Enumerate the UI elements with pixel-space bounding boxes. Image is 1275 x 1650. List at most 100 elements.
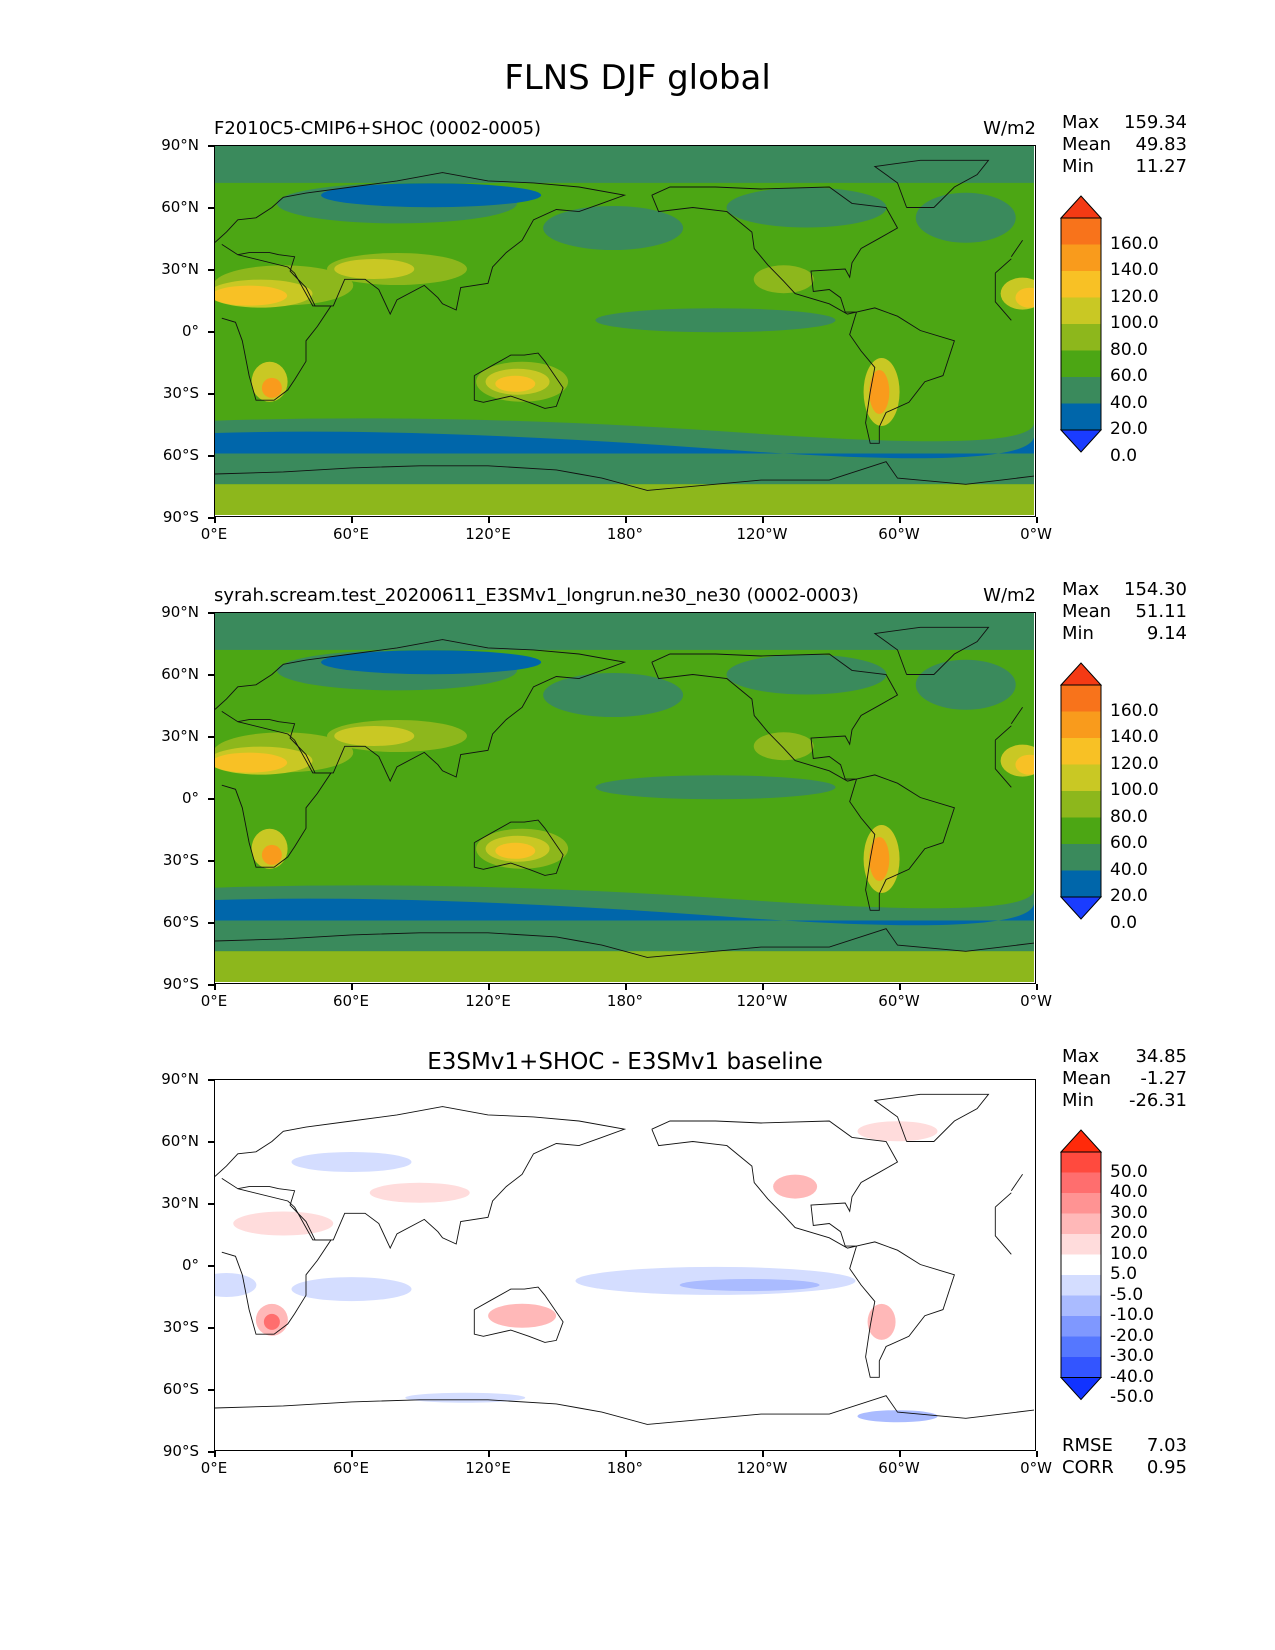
colorbar: 50.0 40.0 30.0 20.0 10.0 5.0 -5.0 -10.0 -20.0 -30…: [1059, 1129, 1154, 1407]
lon-tick-label: 120°W: [736, 1459, 788, 1477]
lon-tick: [1036, 984, 1038, 990]
lon-tick: [762, 1451, 764, 1457]
lat-tick: [208, 1141, 214, 1143]
colorbar: 160.0 140.0 120.0 100.0 80.0 60.0 40.0 20.0 0.0: [1059, 195, 1159, 466]
coastline: [651, 1120, 899, 1249]
lon-tick: [214, 984, 216, 990]
lat-tick-label: 60°N: [161, 198, 199, 216]
band-arctic: [215, 613, 1034, 650]
colorbar-extend-min: [1059, 429, 1103, 453]
stat-min: Min -26.31: [1062, 1090, 1187, 1111]
colorbar-segment: [1061, 764, 1101, 792]
lat-tick: [208, 269, 214, 271]
australia-pos: [488, 1303, 557, 1328]
panel-units: W/m2: [983, 118, 1036, 139]
lon-tick-label: 60°E: [332, 525, 370, 543]
lat-tick: [208, 1451, 214, 1453]
eurasia-neg: [291, 1152, 412, 1172]
south-africa-high: [261, 844, 282, 865]
lon-tick-label: 0°E: [200, 992, 228, 1010]
colorbar-extend-max: [1059, 195, 1103, 219]
colorbar-tick-label: 80.0: [1110, 339, 1148, 360]
colorbar-segment: [1061, 271, 1101, 298]
lon-tick-label: 180°: [606, 992, 644, 1010]
lat-tick-label: 30°S: [162, 1318, 199, 1336]
coastline: [221, 254, 1012, 401]
map-field: [215, 146, 1034, 515]
lat-tick-label: 0°: [181, 322, 199, 340]
lat-tick: [208, 612, 214, 614]
colorbar-tick-label: 80.0: [1110, 806, 1148, 827]
lon-tick-label: 0°W: [1020, 1459, 1052, 1477]
colorbar-outline: [1060, 684, 1102, 898]
colorbar-tick-label: 20.0: [1110, 886, 1148, 906]
stat-max: Max 34.85: [1062, 1046, 1187, 1067]
colorbar-outline: [1060, 1151, 1102, 1378]
lat-tick: [208, 674, 214, 676]
colorbar-segment: [1061, 1172, 1101, 1194]
lon-tick: [762, 984, 764, 990]
southern-ocean-low: [215, 898, 1034, 926]
lat-tick-label: 0°: [181, 1256, 199, 1274]
lat-tick: [208, 922, 214, 924]
lon-tick-label: 60°E: [332, 1459, 370, 1477]
west-sahara-high: [1015, 287, 1034, 308]
north-atlantic-mid: [915, 659, 1016, 710]
lon-tick: [899, 1451, 901, 1457]
west-sahara-high: [1015, 754, 1034, 775]
coastline: [473, 352, 564, 409]
lon-tick: [351, 1451, 353, 1457]
lat-tick-label: 30°S: [162, 384, 199, 402]
colorbar-tick-label: -20.0: [1110, 1325, 1154, 1346]
coastline: [473, 819, 564, 876]
sahara-pos: [233, 1211, 334, 1236]
lat-tick-label: 90°N: [161, 136, 199, 154]
map-area: [214, 1079, 1036, 1451]
lon-tick-label: 0°W: [1020, 992, 1052, 1010]
lon-tick: [625, 517, 627, 523]
southern-ocean-low: [215, 431, 1034, 459]
colorbar-segment: [1061, 1316, 1101, 1337]
pacific-neg-strong: [679, 1279, 820, 1291]
stat-corr: CORR 0.95: [1062, 1457, 1187, 1478]
colorbar-segment: [1061, 738, 1101, 765]
stat-mean: Mean 49.83: [1062, 134, 1187, 155]
lat-tick: [208, 517, 214, 519]
siberia-low: [321, 183, 542, 208]
lat-tick-label: 90°S: [162, 508, 199, 526]
colorbar-tick-label: 0.0: [1110, 445, 1138, 466]
lat-tick-label: 60°S: [162, 446, 199, 464]
colorbar-segment: [1061, 244, 1101, 272]
contour-fill: [215, 146, 1034, 515]
lat-tick-label: 30°S: [162, 851, 199, 869]
lat-tick-label: 60°S: [162, 1380, 199, 1398]
argentina-pos: [867, 1303, 896, 1340]
lat-tick: [208, 798, 214, 800]
sahara-high: [215, 752, 288, 773]
lon-tick-label: 120°E: [465, 992, 511, 1010]
colorbar-segment: [1061, 1234, 1101, 1255]
map-field: [215, 1080, 1034, 1449]
panel-model-shoc: F2010C5-CMIP6+SHOC (0002-0005) W/m2 Max 1…: [0, 112, 1275, 588]
lon-tick-label: 120°E: [465, 1459, 511, 1477]
colorbar-outline: [1060, 217, 1102, 431]
colorbar-segment: [1061, 844, 1101, 871]
band-antarctic: [215, 484, 1034, 515]
coastline: [849, 307, 955, 444]
siberia-low: [321, 650, 542, 675]
colorbar-segment: [1061, 711, 1101, 739]
colorbar-extend-max: [1059, 1129, 1103, 1153]
lat-tick: [208, 331, 214, 333]
argentina-high: [869, 370, 890, 414]
lon-tick: [625, 1451, 627, 1457]
lon-tick: [214, 517, 216, 523]
coastlines: [215, 1093, 1034, 1425]
australia-high: [495, 842, 536, 859]
colorbar-tick-label: 40.0: [1110, 1182, 1148, 1202]
colorbar-segment: [1061, 817, 1101, 845]
lat-tick: [208, 145, 214, 147]
colorbar-tick-label: 5.0: [1110, 1264, 1138, 1284]
lat-tick-label: 0°: [181, 789, 199, 807]
colorbar-tick-label: -50.0: [1110, 1387, 1154, 1407]
colorbar-segment: [1061, 791, 1101, 818]
